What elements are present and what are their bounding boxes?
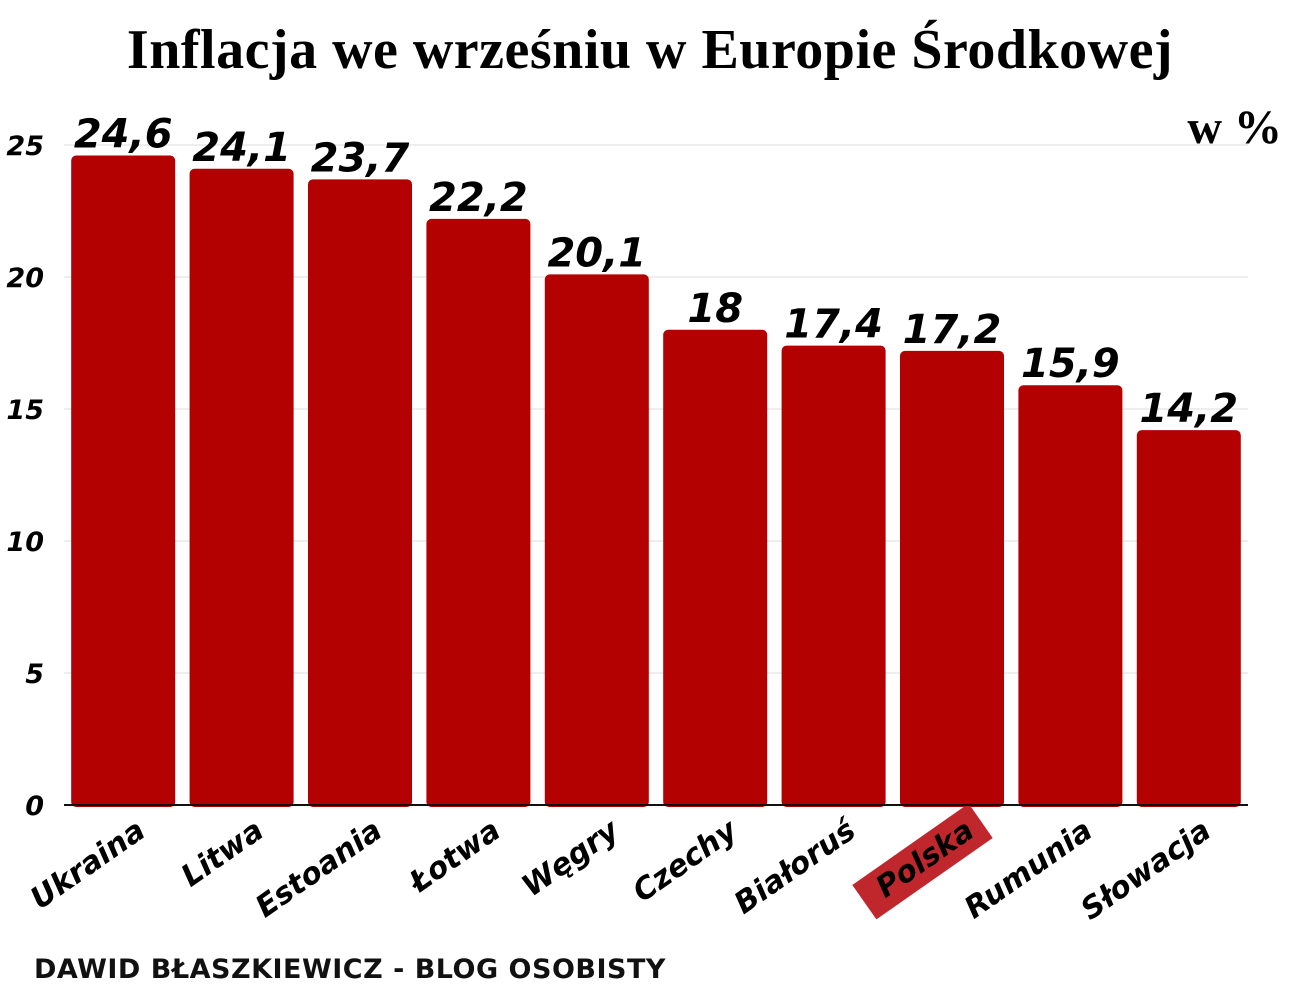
value-label: 14,2: [1139, 386, 1238, 432]
category-label: Litwa: [175, 813, 270, 894]
value-label: 24,1: [192, 125, 291, 171]
bar: [189, 168, 294, 807]
category-label-group: Czechy: [627, 812, 745, 909]
category-label-group: Estoania: [249, 813, 388, 925]
bar: [900, 350, 1004, 807]
y-axis: 0 5 10 15 20 25: [6, 131, 44, 822]
value-label: 17,2: [903, 307, 1002, 353]
value-label: 17,4: [784, 302, 883, 348]
category-label-group: Litwa: [175, 813, 270, 894]
bar: [781, 345, 886, 807]
footer-credit: DAWID BŁASZKIEWICZ - BLOG OSOBISTY: [34, 954, 666, 985]
value-labels: 24,6 24,1 23,7 22,2 20,1 18 17,4 17,2 15,9 14,2: [74, 112, 1238, 433]
category-label-group: Ukraina: [24, 813, 152, 917]
bar: [426, 218, 531, 808]
category-label-group: Węgry: [516, 812, 627, 904]
category-label: Węgry: [516, 812, 627, 904]
value-label: 24,6: [74, 112, 173, 158]
category-label: Białoruś: [728, 812, 863, 921]
value-label: 20,1: [547, 230, 646, 276]
bar: [308, 179, 412, 807]
highlight-box: [852, 803, 993, 920]
category-label-group: Słowacja: [1075, 813, 1218, 928]
bar: [663, 329, 768, 807]
category-label: Czechy: [627, 812, 745, 909]
y-tick-label: 25: [6, 131, 44, 162]
y-tick-label: 0: [25, 791, 44, 822]
category-label: Słowacja: [1075, 813, 1218, 928]
y-tick-label: 15: [6, 395, 44, 426]
bar: [1018, 385, 1123, 807]
y-tick-label: 5: [25, 659, 44, 690]
bar: [71, 155, 176, 807]
y-tick-label: 10: [6, 527, 44, 558]
bar: [544, 274, 649, 807]
bars: [71, 155, 1241, 808]
category-label-group: Białoruś: [728, 812, 863, 921]
chart-title: Inflacja we wrześniu w Europie Środkowej: [126, 19, 1174, 81]
value-label: 18: [687, 286, 743, 332]
category-label-group: Łotwa: [402, 813, 507, 901]
bar: [1136, 430, 1241, 807]
y-tick-label: 20: [6, 263, 44, 294]
value-label: 22,2: [429, 175, 528, 221]
category-label: Łotwa: [402, 813, 507, 901]
value-label: 23,7: [311, 135, 410, 181]
category-label: Estoania: [249, 813, 388, 925]
category-label: Polska: [870, 813, 981, 905]
category-label: Ukraina: [24, 813, 152, 917]
value-label: 15,9: [1021, 341, 1120, 387]
